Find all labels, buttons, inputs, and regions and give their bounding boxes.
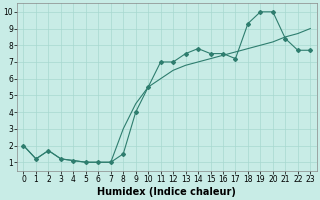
X-axis label: Humidex (Indice chaleur): Humidex (Indice chaleur) <box>98 187 236 197</box>
